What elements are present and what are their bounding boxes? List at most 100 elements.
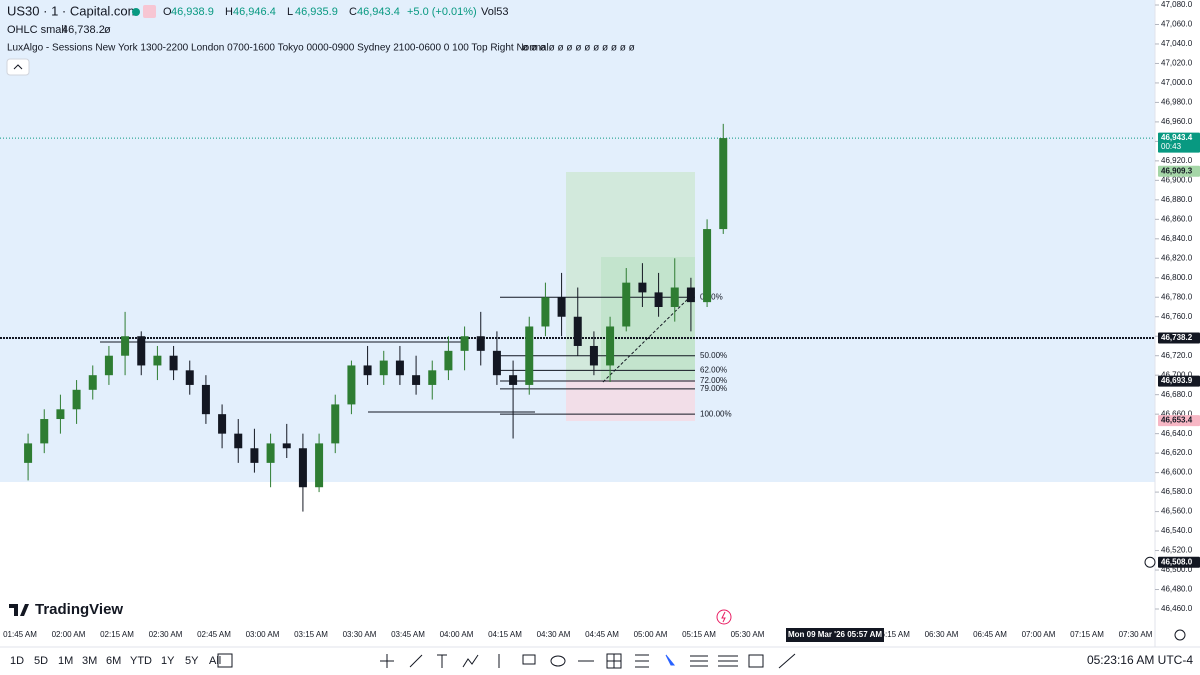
y-tick-label: 47,040.0 <box>1161 39 1193 48</box>
x-tick-label: 03:00 AM <box>246 630 280 639</box>
candle-body <box>719 138 728 230</box>
y-tick-label: 46,480.0 <box>1161 585 1193 594</box>
candle-body <box>622 282 631 327</box>
candle-body <box>444 350 453 371</box>
ohlc-key: O <box>163 6 172 18</box>
x-tick-label: 03:15 AM <box>294 630 328 639</box>
candle-body <box>315 443 324 488</box>
x-tick-label: 04:00 AM <box>440 630 474 639</box>
range-button[interactable]: All <box>209 655 221 667</box>
ohlc: O 46,938.9 H 46,946.4 L 46,935.9 C 46,943.4 +5.0… <box>163 6 509 18</box>
tool-pattern[interactable] <box>462 654 479 668</box>
candle-body <box>395 360 404 376</box>
tool-fib[interactable] <box>635 654 649 668</box>
candle-body <box>606 326 615 366</box>
tool-channel[interactable] <box>718 655 738 667</box>
fib-label: 72.00% <box>700 376 727 385</box>
price-label: 46,738.2 <box>1161 333 1193 342</box>
y-tick-label: 47,080.0 <box>1161 0 1193 9</box>
tool-text[interactable] <box>437 654 447 668</box>
y-tick-label: 46,880.0 <box>1161 195 1193 204</box>
y-tick-label: 46,600.0 <box>1161 468 1193 477</box>
range-button[interactable]: 5D <box>34 655 48 667</box>
tool-grid[interactable] <box>606 653 622 669</box>
settings-icon[interactable] <box>1174 629 1186 641</box>
tool-crosshair[interactable] <box>380 654 394 668</box>
x-tick-label: 03:45 AM <box>391 630 425 639</box>
candle-body <box>121 336 130 356</box>
candle-body <box>476 336 485 351</box>
price-label-bg <box>1158 332 1200 344</box>
collapse-icon <box>13 64 23 70</box>
tool-line[interactable] <box>778 653 796 669</box>
y-tick-label: 46,860.0 <box>1161 214 1193 223</box>
x-tick-label: 05:00 AM <box>634 630 668 639</box>
x-tick-label: 05:15 AM <box>682 630 716 639</box>
fib-label: 62.00% <box>700 365 727 374</box>
candle-body <box>234 433 243 449</box>
candle-body <box>686 287 695 303</box>
candle-body <box>460 336 469 351</box>
x-tick-label: 02:15 AM <box>100 630 134 639</box>
collapse-button[interactable] <box>6 58 30 76</box>
y-tick-label: 46,620.0 <box>1161 448 1193 457</box>
y-tick-label: 46,680.0 <box>1161 390 1193 399</box>
ohlc-key: L <box>287 6 293 18</box>
alert-glyph <box>721 611 726 623</box>
y-tick-label: 47,020.0 <box>1161 59 1193 68</box>
tool-gann[interactable] <box>690 655 708 667</box>
range-button[interactable]: 6M <box>106 655 121 667</box>
x-tick-label: 02:45 AM <box>197 630 231 639</box>
range-button[interactable]: 1Y <box>161 655 175 667</box>
candle-body <box>347 365 356 405</box>
price-label: 46,909.3 <box>1161 166 1193 175</box>
range-button[interactable]: 1D <box>10 655 24 667</box>
y-tick-label: 46,720.0 <box>1161 351 1193 360</box>
x-tick-label: 03:30 AM <box>343 630 377 639</box>
price-label: 46,943.4 <box>1161 133 1193 142</box>
y-tick-label: 46,820.0 <box>1161 253 1193 262</box>
trend-line <box>602 291 696 383</box>
candle-body <box>638 282 647 293</box>
alert-icon[interactable] <box>716 609 732 625</box>
y-tick-label: 46,640.0 <box>1161 429 1193 438</box>
range-button[interactable]: YTD <box>130 655 152 667</box>
x-tick-label: 04:15 AM <box>488 630 522 639</box>
indicator-name: OHLC small <box>7 24 66 36</box>
status-dot <box>132 8 140 16</box>
x-tick-label: 02:30 AM <box>149 630 183 639</box>
tool-ellipse[interactable] <box>550 655 566 667</box>
candle-body <box>153 355 162 366</box>
candle-body <box>557 297 566 317</box>
plot: 0.00% 50.00% 62.00% 72.00%79.00% 100.00% <box>0 123 1155 512</box>
indicator-extra: ø <box>104 24 111 36</box>
range-button[interactable]: 5Y <box>185 655 199 667</box>
candle-body <box>525 326 534 385</box>
y-tick-label: 46,460.0 <box>1161 604 1193 613</box>
ohlc-value: 46,943.4 <box>357 6 400 18</box>
add-alert-button[interactable] <box>1144 556 1156 568</box>
ohlc-value: 46,938.9 <box>171 6 214 18</box>
price-label-bg <box>1158 556 1200 568</box>
candle-body <box>363 365 372 376</box>
y-tick-label: 46,760.0 <box>1161 312 1193 321</box>
tool-rect[interactable] <box>748 654 764 668</box>
candle-body <box>654 292 663 307</box>
candle-body <box>541 297 550 327</box>
y-tick-label: 47,060.0 <box>1161 20 1193 29</box>
range-button[interactable]: 1M <box>58 655 73 667</box>
x-tick-label: 04:45 AM <box>585 630 619 639</box>
date-range-icon[interactable] <box>217 653 233 668</box>
tool-callout[interactable] <box>522 654 536 665</box>
y-tick-label: 47,000.0 <box>1161 78 1193 87</box>
candle-body <box>250 448 259 463</box>
range-button[interactable]: 3M <box>82 655 97 667</box>
price-label: 46,508.0 <box>1161 557 1193 566</box>
y-tick-label: 46,520.0 <box>1161 546 1193 555</box>
candle-body <box>298 448 307 488</box>
tool-cursor[interactable] <box>665 654 676 666</box>
tool-pen[interactable] <box>409 654 423 668</box>
y-tick-label: 46,560.0 <box>1161 507 1193 516</box>
x-tick-label: 07:30 AM <box>1119 630 1153 639</box>
candle-body <box>169 355 178 371</box>
